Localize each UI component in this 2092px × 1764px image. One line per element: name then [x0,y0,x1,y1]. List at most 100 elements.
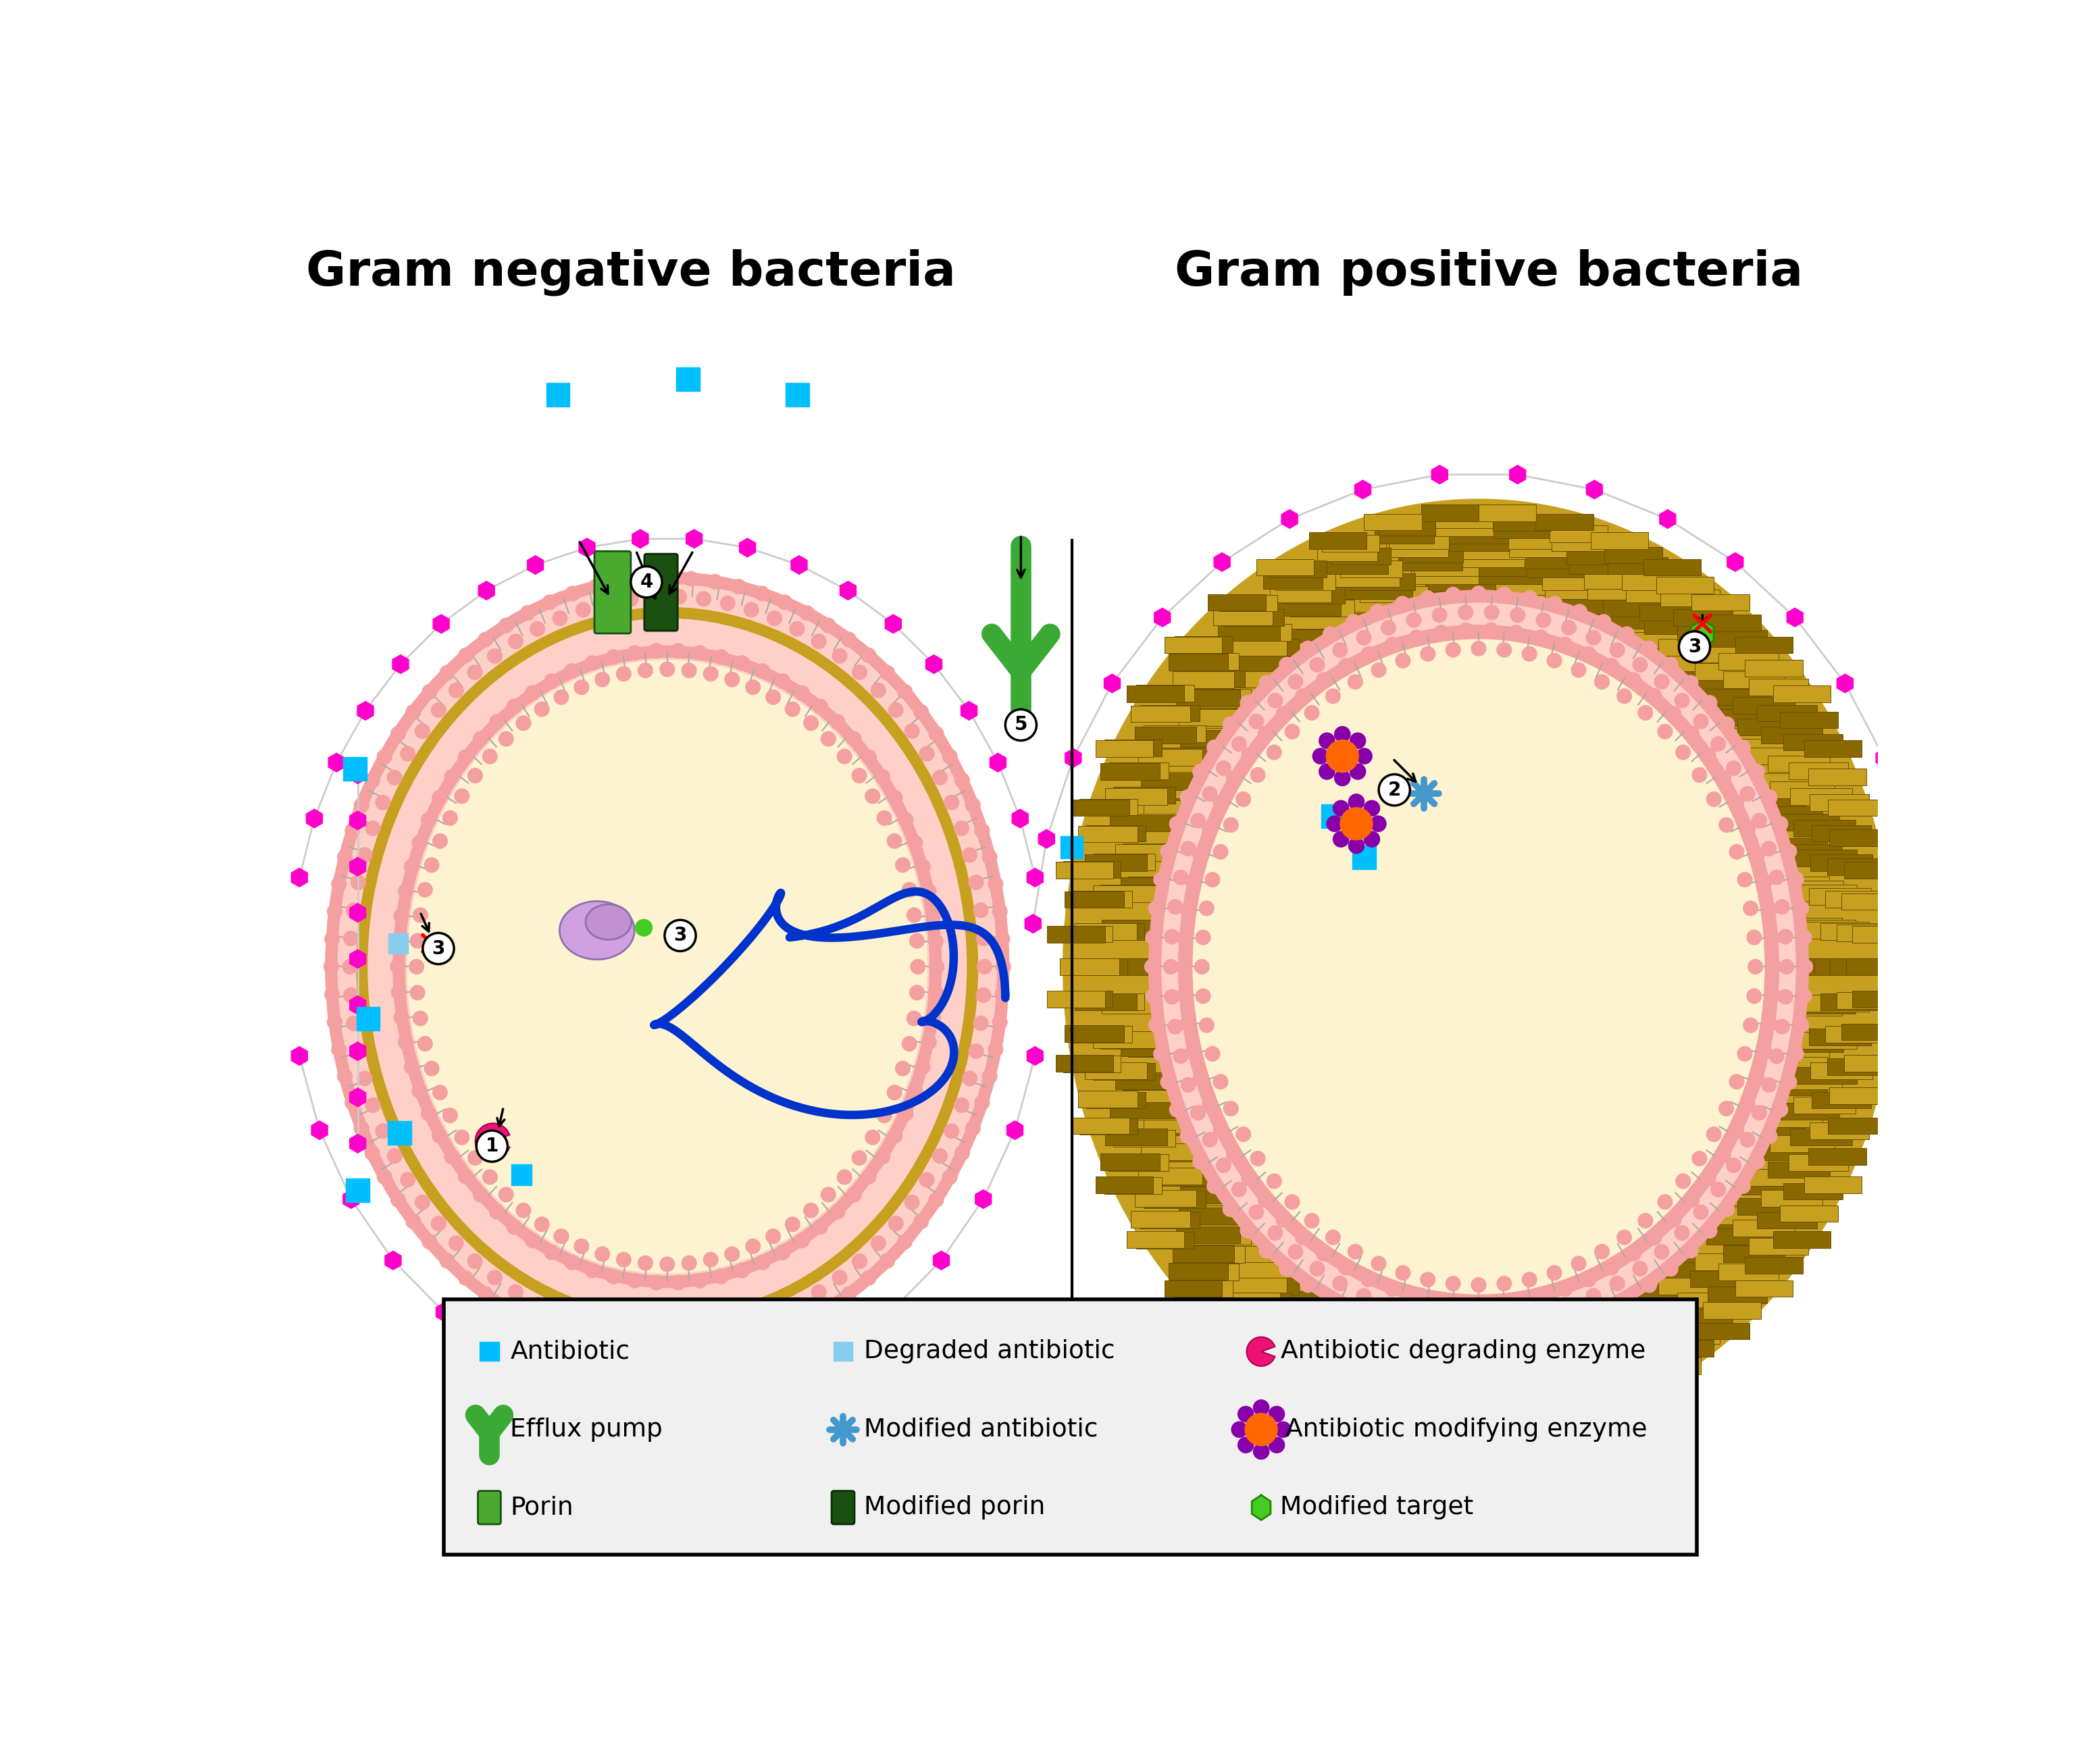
Text: Antibiotic: Antibiotic [510,1339,630,1364]
FancyBboxPatch shape [1527,1357,1590,1372]
Circle shape [467,1254,483,1268]
FancyBboxPatch shape [1736,1198,1801,1215]
Circle shape [425,1060,439,1076]
FancyBboxPatch shape [1420,1413,1479,1429]
FancyBboxPatch shape [1774,1035,1843,1053]
Circle shape [358,1071,372,1087]
Polygon shape [356,1007,381,1030]
Polygon shape [1132,1353,1149,1371]
Circle shape [565,1254,579,1270]
FancyBboxPatch shape [1230,670,1301,688]
Polygon shape [1322,804,1345,827]
FancyBboxPatch shape [1178,709,1247,727]
FancyBboxPatch shape [1542,573,1607,589]
Circle shape [1638,1214,1653,1228]
Circle shape [1201,1097,1218,1113]
FancyBboxPatch shape [1770,998,1843,1016]
Circle shape [605,1268,621,1284]
Circle shape [1226,771,1243,785]
Circle shape [703,667,718,681]
Circle shape [1238,1406,1253,1422]
FancyBboxPatch shape [1810,1028,1870,1046]
FancyBboxPatch shape [1102,921,1169,937]
Circle shape [1546,653,1563,669]
FancyBboxPatch shape [1341,1357,1402,1372]
Circle shape [473,1187,487,1203]
Circle shape [1728,794,1745,810]
Circle shape [498,617,515,633]
FancyBboxPatch shape [1755,1080,1826,1095]
Circle shape [1446,642,1460,658]
Circle shape [1335,727,1351,743]
Circle shape [1632,1261,1648,1277]
FancyBboxPatch shape [1525,1365,1588,1381]
Polygon shape [669,1450,686,1468]
FancyBboxPatch shape [1657,1341,1713,1357]
Circle shape [1778,990,1793,1005]
Circle shape [1711,1182,1726,1198]
FancyBboxPatch shape [1318,1372,1377,1388]
FancyBboxPatch shape [1111,1102,1174,1118]
Circle shape [1638,706,1653,720]
FancyBboxPatch shape [1623,1284,1690,1302]
Circle shape [431,1127,448,1143]
FancyBboxPatch shape [1345,1334,1412,1351]
FancyBboxPatch shape [1056,1055,1113,1073]
FancyBboxPatch shape [1077,1090,1138,1108]
Circle shape [1770,1048,1784,1064]
FancyBboxPatch shape [1056,861,1113,878]
FancyBboxPatch shape [1370,598,1443,616]
FancyBboxPatch shape [1387,1376,1448,1394]
Circle shape [1322,626,1339,642]
FancyBboxPatch shape [1264,572,1322,589]
FancyBboxPatch shape [1820,923,1883,940]
Circle shape [1761,1078,1776,1092]
Circle shape [1757,873,1772,889]
Circle shape [1533,630,1548,646]
Circle shape [910,960,927,974]
FancyBboxPatch shape [1241,670,1314,686]
FancyBboxPatch shape [1092,886,1157,901]
Text: Gram negative bacteria: Gram negative bacteria [305,249,956,296]
FancyBboxPatch shape [1625,1332,1688,1348]
FancyBboxPatch shape [1172,672,1234,688]
Circle shape [659,1348,676,1364]
Polygon shape [349,1134,366,1154]
Ellipse shape [1149,589,1810,1344]
Circle shape [565,1332,579,1348]
Circle shape [784,702,801,716]
FancyBboxPatch shape [1565,609,1636,624]
Circle shape [1337,658,1354,674]
Circle shape [1253,1399,1270,1416]
FancyBboxPatch shape [1661,589,1720,607]
Polygon shape [810,1498,826,1517]
Polygon shape [393,654,408,674]
Circle shape [1333,831,1349,847]
FancyBboxPatch shape [1496,586,1567,603]
Circle shape [803,714,818,730]
Circle shape [1333,801,1349,817]
Circle shape [441,1108,458,1124]
FancyBboxPatch shape [1494,522,1552,538]
FancyBboxPatch shape [1722,739,1789,755]
Circle shape [973,1016,990,1032]
FancyBboxPatch shape [1707,688,1772,706]
Circle shape [887,702,904,718]
Circle shape [776,594,793,610]
Circle shape [345,1095,360,1111]
Circle shape [473,730,487,746]
Circle shape [1192,764,1207,780]
FancyBboxPatch shape [1289,1291,1360,1309]
FancyBboxPatch shape [1590,533,1648,549]
Polygon shape [784,383,810,406]
Circle shape [918,746,935,762]
FancyBboxPatch shape [1425,582,1496,598]
Circle shape [506,699,523,714]
Circle shape [611,1344,628,1360]
Circle shape [1395,596,1410,612]
FancyBboxPatch shape [1707,1286,1768,1304]
FancyBboxPatch shape [1082,923,1144,940]
Circle shape [1149,901,1163,916]
Text: Modified antibiotic: Modified antibiotic [864,1418,1098,1441]
FancyBboxPatch shape [1303,626,1374,642]
